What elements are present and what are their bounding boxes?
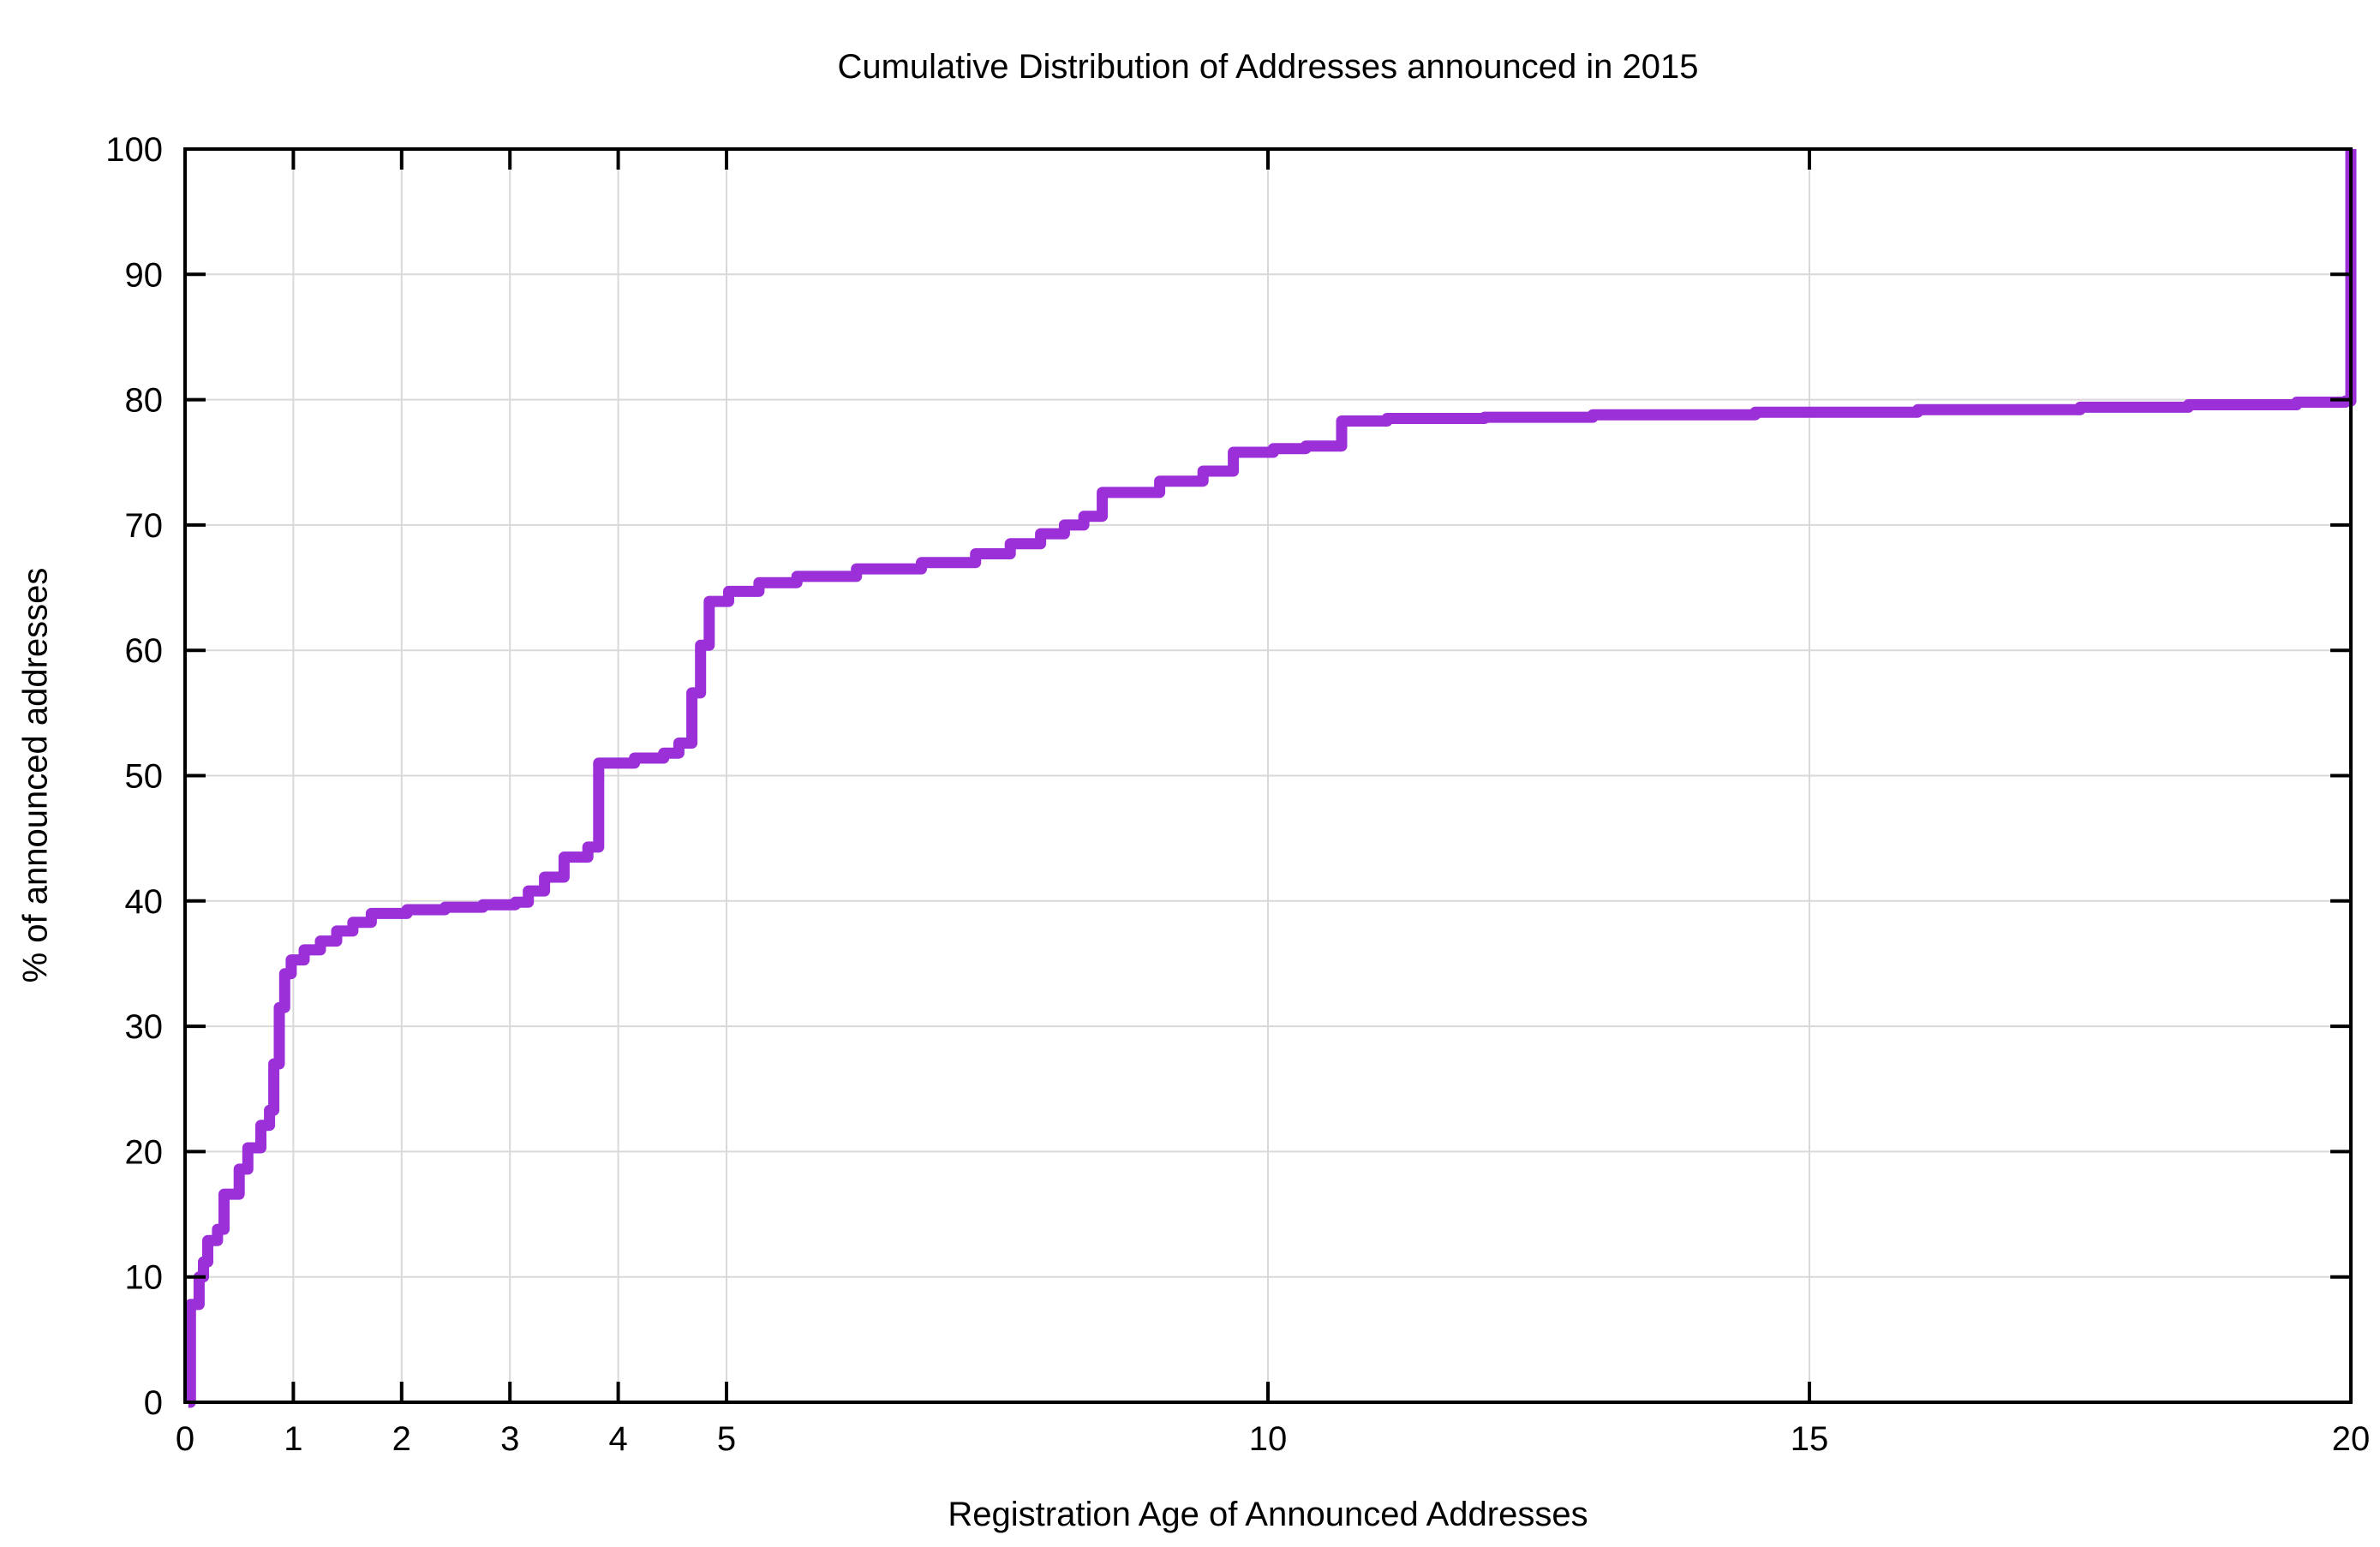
y-axis-title: % of announced addresses	[16, 567, 55, 983]
x-tick-label-0: 0	[176, 1420, 194, 1458]
y-tick-label-10: 10	[125, 1259, 164, 1297]
y-tick-label-30: 30	[125, 1008, 164, 1046]
y-tick-label-80: 80	[125, 382, 164, 420]
x-tick-label-10: 10	[1249, 1420, 1288, 1458]
x-tick-label-20: 20	[2332, 1420, 2371, 1458]
y-tick-label-50: 50	[125, 758, 164, 796]
y-tick-label-60: 60	[125, 632, 164, 670]
x-tick-label-5: 5	[717, 1420, 736, 1458]
y-tick-label-70: 70	[125, 507, 164, 545]
y-tick-label-0: 0	[144, 1384, 163, 1422]
cdf-curve	[184, 149, 2357, 1408]
x-axis-title: Registration Age of Announced Addresses	[948, 1496, 1588, 1533]
chart-title: Cumulative Distribution of Addresses ann…	[837, 48, 1699, 86]
x-tick-label-15: 15	[1791, 1420, 1829, 1458]
y-tick-label-100: 100	[105, 131, 163, 169]
y-tick-label-40: 40	[125, 883, 164, 921]
x-tick-label-1: 1	[284, 1420, 302, 1458]
x-tick-label-4: 4	[608, 1420, 627, 1458]
y-tick-label-20: 20	[125, 1133, 164, 1171]
y-tick-label-90: 90	[125, 256, 164, 294]
x-tick-label-3: 3	[500, 1420, 519, 1458]
x-tick-label-2: 2	[392, 1420, 411, 1458]
